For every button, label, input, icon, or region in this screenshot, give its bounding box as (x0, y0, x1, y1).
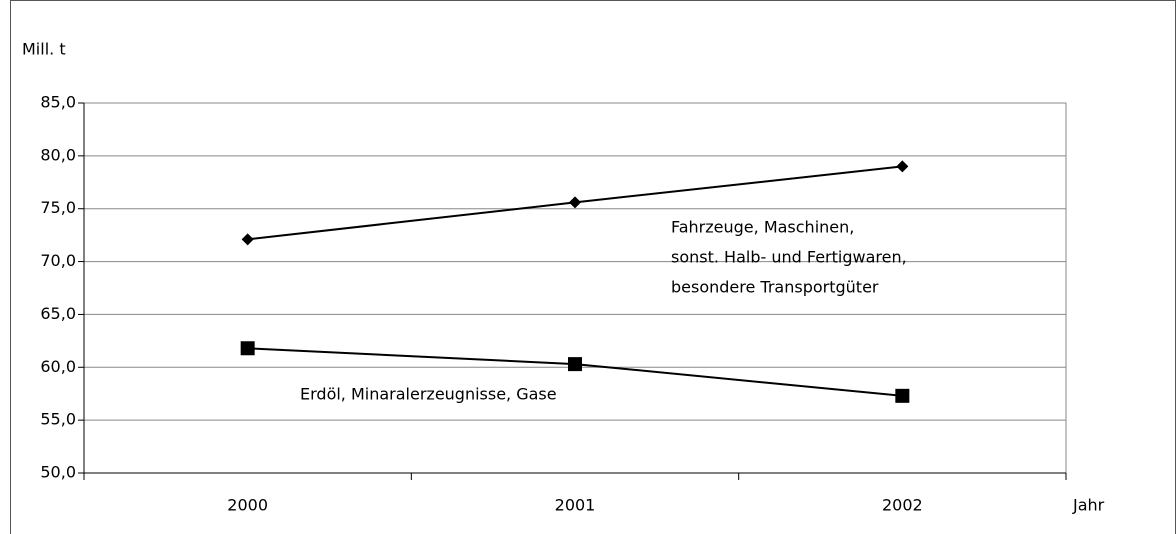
y-tick-label: 75,0 (40, 198, 76, 217)
marker (240, 341, 255, 356)
y-tick-label: 60,0 (40, 357, 76, 376)
marker (569, 196, 581, 209)
series-label: Fahrzeuge, Maschinen, (671, 218, 854, 237)
marker (895, 388, 910, 403)
series-label: besondere Transportgüter (671, 278, 879, 297)
y-tick-label: 55,0 (40, 410, 76, 429)
series-label: Erdöl, Minaralerzeugnisse, Gase (300, 385, 557, 404)
x-axis-label: Jahr (1072, 496, 1105, 515)
y-tick-label: 65,0 (40, 304, 76, 323)
y-axis-label: Mill. t (22, 40, 66, 59)
series-label: sonst. Halb- und Fertigwaren, (671, 248, 907, 267)
y-tick-label: 80,0 (40, 145, 76, 164)
y-tick-label: 50,0 (40, 463, 76, 482)
y-tick-label: 85,0 (40, 93, 76, 112)
x-tick-label: 2000 (227, 496, 268, 515)
x-tick-label: 2002 (882, 496, 923, 515)
marker (241, 233, 254, 246)
y-tick-label: 70,0 (40, 251, 76, 270)
marker (568, 357, 582, 372)
x-tick-label: 2001 (555, 496, 596, 515)
marker (896, 160, 909, 173)
